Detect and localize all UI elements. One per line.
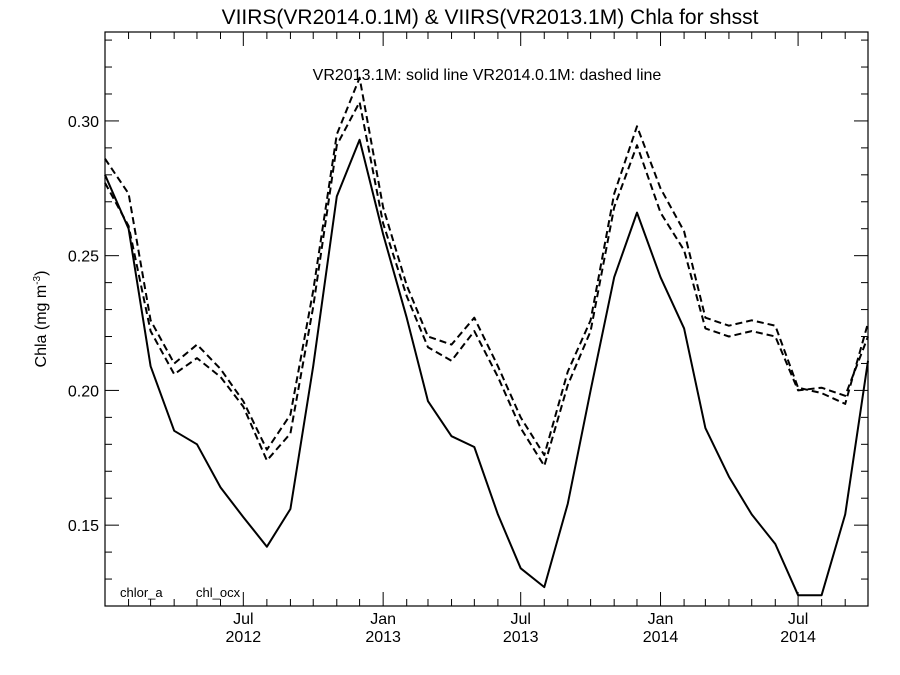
legend-label-chl-ocx: chl_ocx (196, 585, 241, 600)
y-tick-label: 0.25 (68, 249, 99, 266)
chart-title: VIIRS(VR2014.0.1M) & VIIRS(VR2013.1M) Ch… (222, 6, 759, 29)
x-tick-label-year: 2013 (503, 629, 539, 646)
y-axis-label-superscript: -3 (32, 275, 43, 284)
series-layer (104, 76, 869, 597)
x-tick-label-month: Jul (510, 611, 530, 628)
y-axis-label: Chla (mg m-3) (32, 271, 50, 368)
x-tick-label-year: 2013 (365, 629, 401, 646)
x-tick-label-month: Jan (370, 611, 396, 628)
series-line-dashed-2 (104, 76, 869, 457)
y-tick-label: 0.15 (68, 518, 99, 535)
series-line-solid-0 (104, 138, 869, 597)
x-tick-label-month: Jul (233, 611, 253, 628)
plot-frame (104, 31, 869, 607)
series-style-annotation: VR2013.1M: solid line VR2014.0.1M: dashe… (313, 67, 662, 84)
x-tick-label-month: Jul (788, 611, 808, 628)
x-tick-label-month: Jan (648, 611, 674, 628)
y-tick-label: 0.20 (68, 383, 99, 400)
x-tick-label-year: 2014 (780, 629, 816, 646)
series-line-dashed-1 (104, 101, 869, 467)
y-axis: 0.15 0.20 0.25 0.30 (68, 39, 868, 607)
legend-label-chlor-a: chlor_a (120, 585, 163, 600)
y-axis-label-text: Chla (mg m (33, 285, 50, 368)
x-tick-label-year: 2012 (226, 629, 262, 646)
y-tick-label: 0.30 (68, 114, 99, 131)
x-tick-label-year: 2014 (643, 629, 679, 646)
y-axis-label-close: ) (33, 271, 50, 276)
